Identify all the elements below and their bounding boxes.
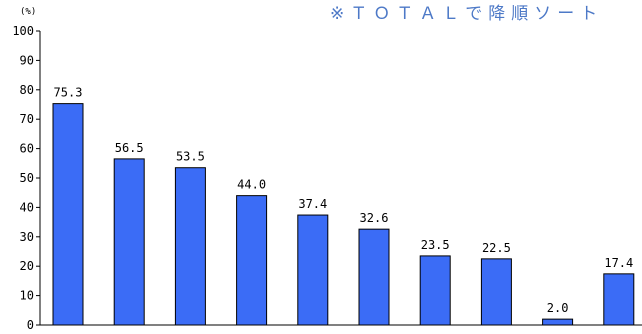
y-tick-label: 30: [20, 230, 34, 244]
bar: [297, 214, 329, 326]
data-label: 22.5: [482, 241, 511, 255]
sort-note: ※ＴＯＴＡＬで降順ソート: [330, 4, 604, 24]
y-tick-label: 40: [20, 200, 34, 214]
data-label: 75.3: [54, 86, 83, 100]
data-label: 53.5: [176, 150, 205, 164]
bar: [480, 258, 512, 326]
data-label: 56.5: [115, 141, 144, 155]
bar: [52, 103, 84, 326]
bar: [174, 167, 206, 326]
bar: [113, 158, 145, 326]
bars: [52, 103, 635, 326]
bar: [419, 255, 451, 326]
y-axis: 0 10 20 30 40 50 60 70 80 90 100: [12, 24, 642, 332]
y-tick-label: 50: [20, 171, 34, 185]
data-label: 44.0: [237, 178, 266, 192]
bar: [236, 195, 268, 326]
y-tick-label: 10: [20, 289, 34, 303]
data-labels: 75.3 56.5 53.5 44.0 37.4 32.6 23.5 22.5 2.0 17.4: [54, 86, 634, 316]
data-label: 37.4: [298, 197, 327, 211]
y-tick-label: 100: [12, 24, 34, 38]
y-tick-label: 60: [20, 142, 34, 156]
y-tick-label: 20: [20, 259, 34, 273]
data-label: 32.6: [360, 211, 389, 225]
data-label: 2.0: [547, 301, 569, 315]
bar: [603, 273, 635, 326]
y-tick-label: 80: [20, 83, 34, 97]
bar: [358, 228, 390, 326]
y-tick-label: 90: [20, 53, 34, 67]
data-label: 17.4: [604, 256, 633, 270]
data-label: 23.5: [421, 238, 450, 252]
y-unit-label: (%): [20, 7, 36, 17]
bar: [542, 318, 574, 326]
y-tick-label: 70: [20, 112, 34, 126]
y-tick-label: 0: [27, 318, 34, 330]
